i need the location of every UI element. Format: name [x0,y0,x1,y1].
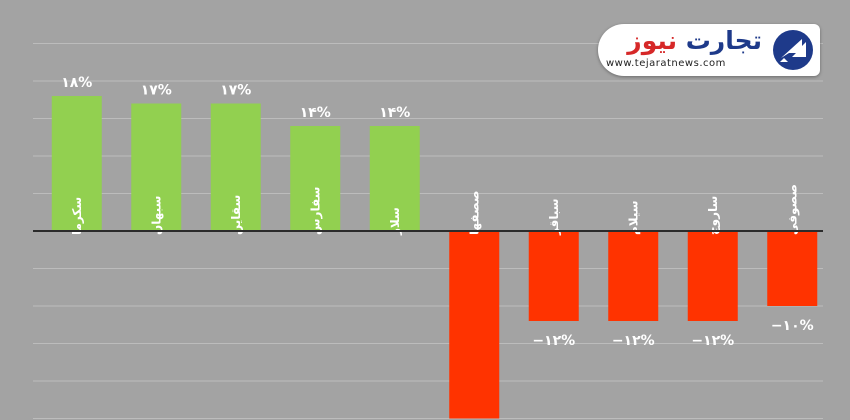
bar [608,231,659,321]
category-label: سکرما [70,197,84,235]
data-label: −۱۲% [612,333,655,349]
bar [210,103,261,231]
data-label: ۱۸% [61,75,92,91]
data-label: −۱۲% [691,333,734,349]
brand-name: تجارت نیوز [627,26,762,55]
category-label: صصفها [467,191,481,235]
category-label: ساروج [706,196,721,235]
bar [528,231,579,321]
brand-emblem-icon [773,30,813,70]
bar [449,231,500,419]
bar [687,231,738,321]
bar [290,126,341,231]
data-label: ۱۴% [379,105,410,121]
category-label: سبهان [149,196,163,235]
data-label: ۱۴% [300,105,331,121]
data-label: ۱۷% [220,83,251,99]
bar [767,231,818,306]
category-label: سفارس [308,187,322,235]
brand-name-part1: تجارت [685,26,762,55]
category-label: سقاین [229,195,243,235]
brand-name-part2: نیوز [627,26,677,55]
bar [369,126,420,231]
brand-url: www.tejaratnews.com [606,58,726,69]
category-label: صصوفی [785,184,800,235]
category-label: سلار [388,207,402,236]
data-label: ۱۷% [141,83,172,99]
data-label: −۱۰% [771,318,814,334]
category-label: سباقر [547,198,561,236]
category-label: سیلام [626,200,641,235]
data-label: −۱۲% [532,333,575,349]
brand-logo: تجارت نیوز www.tejaratnews.com [598,24,820,76]
bar [131,103,182,231]
bar [51,96,102,231]
